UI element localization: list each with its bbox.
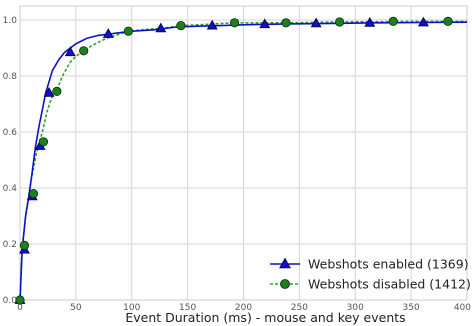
- legend-label: Webshots enabled (1369): [308, 257, 469, 272]
- data-point-enabled: [64, 46, 76, 57]
- series-lines: [19, 20, 468, 301]
- x-tick-label: 100: [123, 303, 140, 313]
- series-line-disabled: [19, 20, 467, 301]
- y-tick-label: 0.8: [3, 72, 18, 82]
- legend-marker-circle: [280, 279, 290, 289]
- data-point-enabled: [155, 22, 167, 33]
- x-tick-label: 400: [454, 303, 471, 313]
- x-tick-label: 200: [235, 303, 252, 313]
- y-axis: 0.0 0.2 0.4 0.6 0.8 1.0: [3, 16, 18, 306]
- x-tick-label: 300: [347, 303, 364, 313]
- y-tick-label: 0.0: [3, 296, 18, 306]
- data-point-enabled: [102, 28, 114, 38]
- data-point-enabled: [206, 19, 218, 30]
- y-tick-label: 0.2: [3, 240, 17, 250]
- data-point-disabled: [79, 46, 89, 56]
- data-point-disabled: [388, 16, 398, 27]
- data-point-disabled: [52, 86, 62, 97]
- data-point-disabled: [281, 18, 291, 28]
- data-point-disabled: [38, 137, 49, 147]
- y-tick-label: 1.0: [3, 16, 18, 26]
- data-point-disabled: [123, 26, 133, 36]
- data-point-enabled: [310, 17, 322, 28]
- x-tick-label: 350: [403, 303, 420, 313]
- legend: Webshots enabled (1369) Webshots disabled…: [270, 257, 471, 292]
- plot-frame: [19, 5, 468, 301]
- x-axis: 0 50 100 150 200 250 300 350 400: [17, 303, 471, 313]
- data-point-enabled: [43, 86, 55, 97]
- data-point-disabled: [335, 17, 345, 27]
- y-tick-label: 0.4: [3, 184, 18, 194]
- data-point-disabled: [443, 16, 453, 27]
- legend-marker-triangle: [279, 257, 291, 269]
- x-tick-label: 50: [70, 303, 82, 313]
- data-point-enabled: [364, 16, 376, 27]
- series-line-enabled: [19, 21, 468, 301]
- data-point-disabled: [19, 240, 30, 250]
- data-point-disabled: [229, 18, 240, 28]
- x-axis-title: Event Duration (ms) - mouse and key even…: [125, 310, 405, 325]
- data-point-enabled: [259, 18, 271, 29]
- y-tick-label: 0.6: [3, 128, 18, 138]
- data-point-enabled: [417, 16, 429, 27]
- x-tick-label: 150: [179, 303, 196, 313]
- x-tick-label: 0: [17, 303, 23, 313]
- data-point-disabled: [15, 295, 25, 305]
- data-point-disabled: [28, 189, 39, 199]
- data-point-disabled: [176, 21, 186, 31]
- legend-label: Webshots disabled (1412): [308, 277, 471, 292]
- x-tick-label: 250: [291, 303, 308, 313]
- series-markers: [14, 16, 453, 305]
